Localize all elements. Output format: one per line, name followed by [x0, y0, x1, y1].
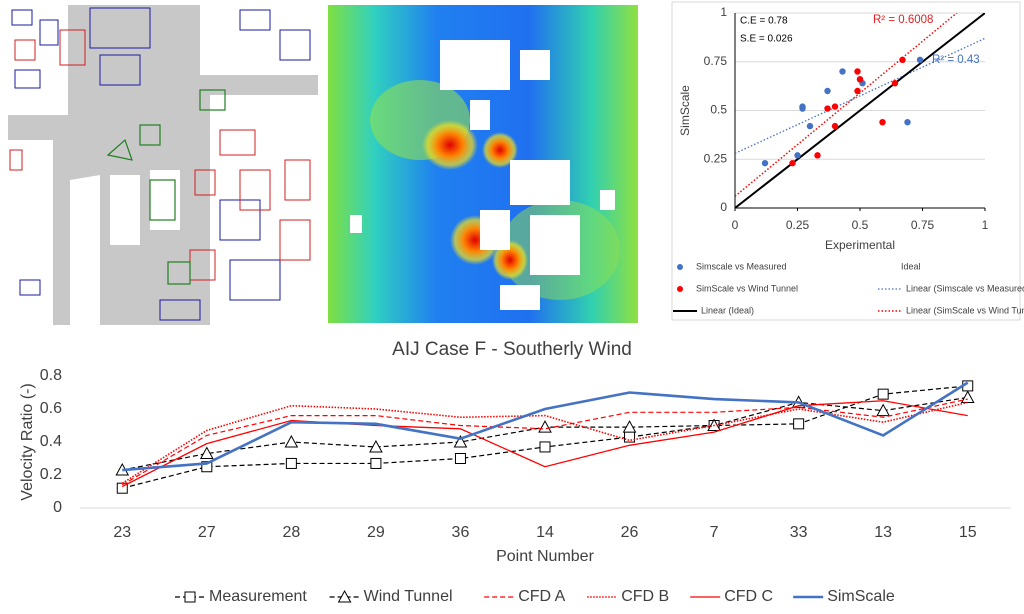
x-tick-label: 0.5: [852, 218, 869, 232]
annotation: C.E = 0.78: [740, 16, 788, 27]
cfd-image: [328, 5, 638, 323]
data-point: [831, 122, 839, 130]
data-point: [916, 56, 924, 63]
legend-label: Measurement: [209, 588, 307, 605]
legend-label: Linear (SimScale vs Wind Tunnel): [906, 305, 1024, 315]
data-point: [904, 119, 911, 126]
x-axis-label: Point Number: [496, 548, 594, 565]
legend-marker: [337, 589, 352, 603]
marker: [538, 420, 552, 433]
y-tick-label: 0.5: [710, 103, 727, 117]
marker: [877, 388, 889, 400]
data-point: [854, 87, 861, 95]
data-point: [824, 87, 831, 95]
data-point: [856, 76, 864, 83]
site-map: [8, 5, 318, 325]
data-point: [806, 122, 814, 130]
marker: [876, 403, 891, 417]
x-tick-label: 7: [710, 524, 719, 541]
marker: [960, 390, 975, 403]
marker: [454, 453, 466, 464]
marker: [199, 446, 214, 460]
x-tick-label: 15: [959, 524, 977, 541]
y-tick-label: 0.4: [40, 433, 62, 450]
marker: [624, 431, 636, 443]
x-tick-label: 28: [282, 524, 300, 541]
marker: [285, 457, 297, 469]
series-line: [122, 381, 969, 472]
x-tick-label: 33: [790, 524, 808, 541]
legend-label: Ideal: [901, 261, 921, 271]
series-line: [121, 400, 968, 488]
trend-line: [735, 13, 985, 208]
marker: [284, 434, 299, 448]
legend-swatch: [677, 264, 683, 270]
legend-label: CFD A: [518, 588, 565, 605]
y-tick-label: 0.6: [40, 400, 62, 417]
data-point: [879, 119, 886, 126]
legend-label: CFD C: [724, 588, 773, 605]
legend-marker: [184, 591, 196, 603]
x-tick-label: 29: [367, 524, 385, 541]
annotation: R² = 0.6008: [873, 14, 933, 26]
legend-label: CFD B: [621, 588, 669, 605]
x-tick-label: 0.25: [786, 218, 810, 232]
legend-label: SimScale: [827, 588, 895, 605]
y-tick-label: 0: [720, 200, 727, 214]
data-point: [854, 68, 861, 75]
x-tick-label: 13: [874, 524, 892, 541]
line-chart: AIJ Case F - Southerly Wind 0 0.2 0.4 0.6 0.8…: [19, 339, 1010, 605]
legend-label: Wind Tunnel: [364, 588, 453, 605]
data-point: [831, 103, 839, 110]
data-point: [899, 56, 906, 63]
data-point: [824, 105, 831, 112]
scatter-chart: 0 0.25 0.5 0.75 1 0 0.25 0.5 0.75 1 Experimental Si…: [671, 1, 1024, 321]
x-tick-label: 26: [621, 524, 639, 541]
x-tick-label: 1: [982, 218, 989, 232]
x-axis-label: Experimental: [825, 238, 895, 252]
plot-area: [671, 1, 1021, 321]
y-tick-label: 0: [53, 499, 62, 516]
x-tick-label: 0.75: [911, 218, 935, 232]
legend-label: Simscale vs Measured: [696, 261, 787, 271]
y-axis-label: SimScale: [678, 85, 692, 136]
series-line: [122, 385, 968, 489]
legend-label: Linear (Ideal): [701, 305, 754, 315]
marker: [793, 418, 805, 430]
data-point: [761, 159, 769, 167]
y-tick-label: 0.25: [704, 151, 728, 165]
y-axis-label: Velocity Ratio (-): [19, 383, 36, 500]
x-tick-label: 14: [536, 524, 554, 541]
x-tick-label: 36: [452, 524, 470, 541]
data-point: [789, 159, 796, 167]
data-point: [814, 152, 821, 159]
data-point: [839, 68, 846, 75]
legend-label: SimScale vs Wind Tunnel: [696, 283, 798, 293]
marker: [370, 457, 382, 469]
y-tick-label: 0.75: [704, 54, 728, 68]
marker: [369, 439, 383, 453]
legend-swatch: [677, 286, 683, 292]
annotation: S.E = 0.026: [740, 34, 793, 45]
trend-line: [735, 37, 985, 154]
marker: [453, 434, 468, 448]
annotation: R² = 0.43: [932, 54, 980, 66]
legend-label: Linear (Simscale vs Measured): [906, 283, 1024, 293]
chart-title: AIJ Case F - Southerly Wind: [392, 339, 632, 360]
marker: [539, 441, 551, 453]
data-point: [891, 80, 899, 87]
x-tick-label: 0: [732, 218, 739, 232]
marker: [622, 420, 637, 433]
y-tick-label: 0.8: [40, 367, 62, 384]
series-line: [121, 398, 968, 486]
data-point: [799, 105, 806, 112]
x-tick-label: 23: [113, 524, 131, 541]
data-point: [794, 152, 801, 159]
marker: [201, 461, 213, 473]
y-tick-label: 1: [720, 5, 727, 19]
y-tick-label: 0.2: [40, 466, 62, 483]
x-tick-label: 27: [198, 524, 216, 541]
